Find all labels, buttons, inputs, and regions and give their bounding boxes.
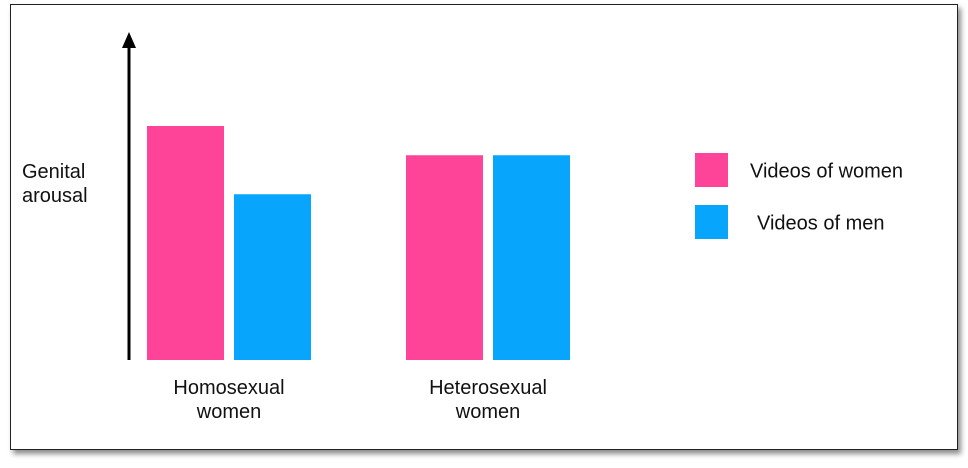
legend-label: Videos of women xyxy=(750,160,903,182)
legend-swatch xyxy=(695,153,728,187)
y-axis-label: Genital arousal xyxy=(22,161,88,207)
legend-swatch xyxy=(695,205,728,239)
bar xyxy=(406,155,483,360)
x-tick-label: Homosexual women xyxy=(173,377,285,423)
x-tick-label: Heterosexual women xyxy=(429,377,547,423)
bar xyxy=(234,194,311,360)
bar xyxy=(493,155,570,360)
legend-label: Videos of men xyxy=(757,212,885,234)
bar xyxy=(147,126,224,360)
y-axis-arrow xyxy=(122,32,136,48)
